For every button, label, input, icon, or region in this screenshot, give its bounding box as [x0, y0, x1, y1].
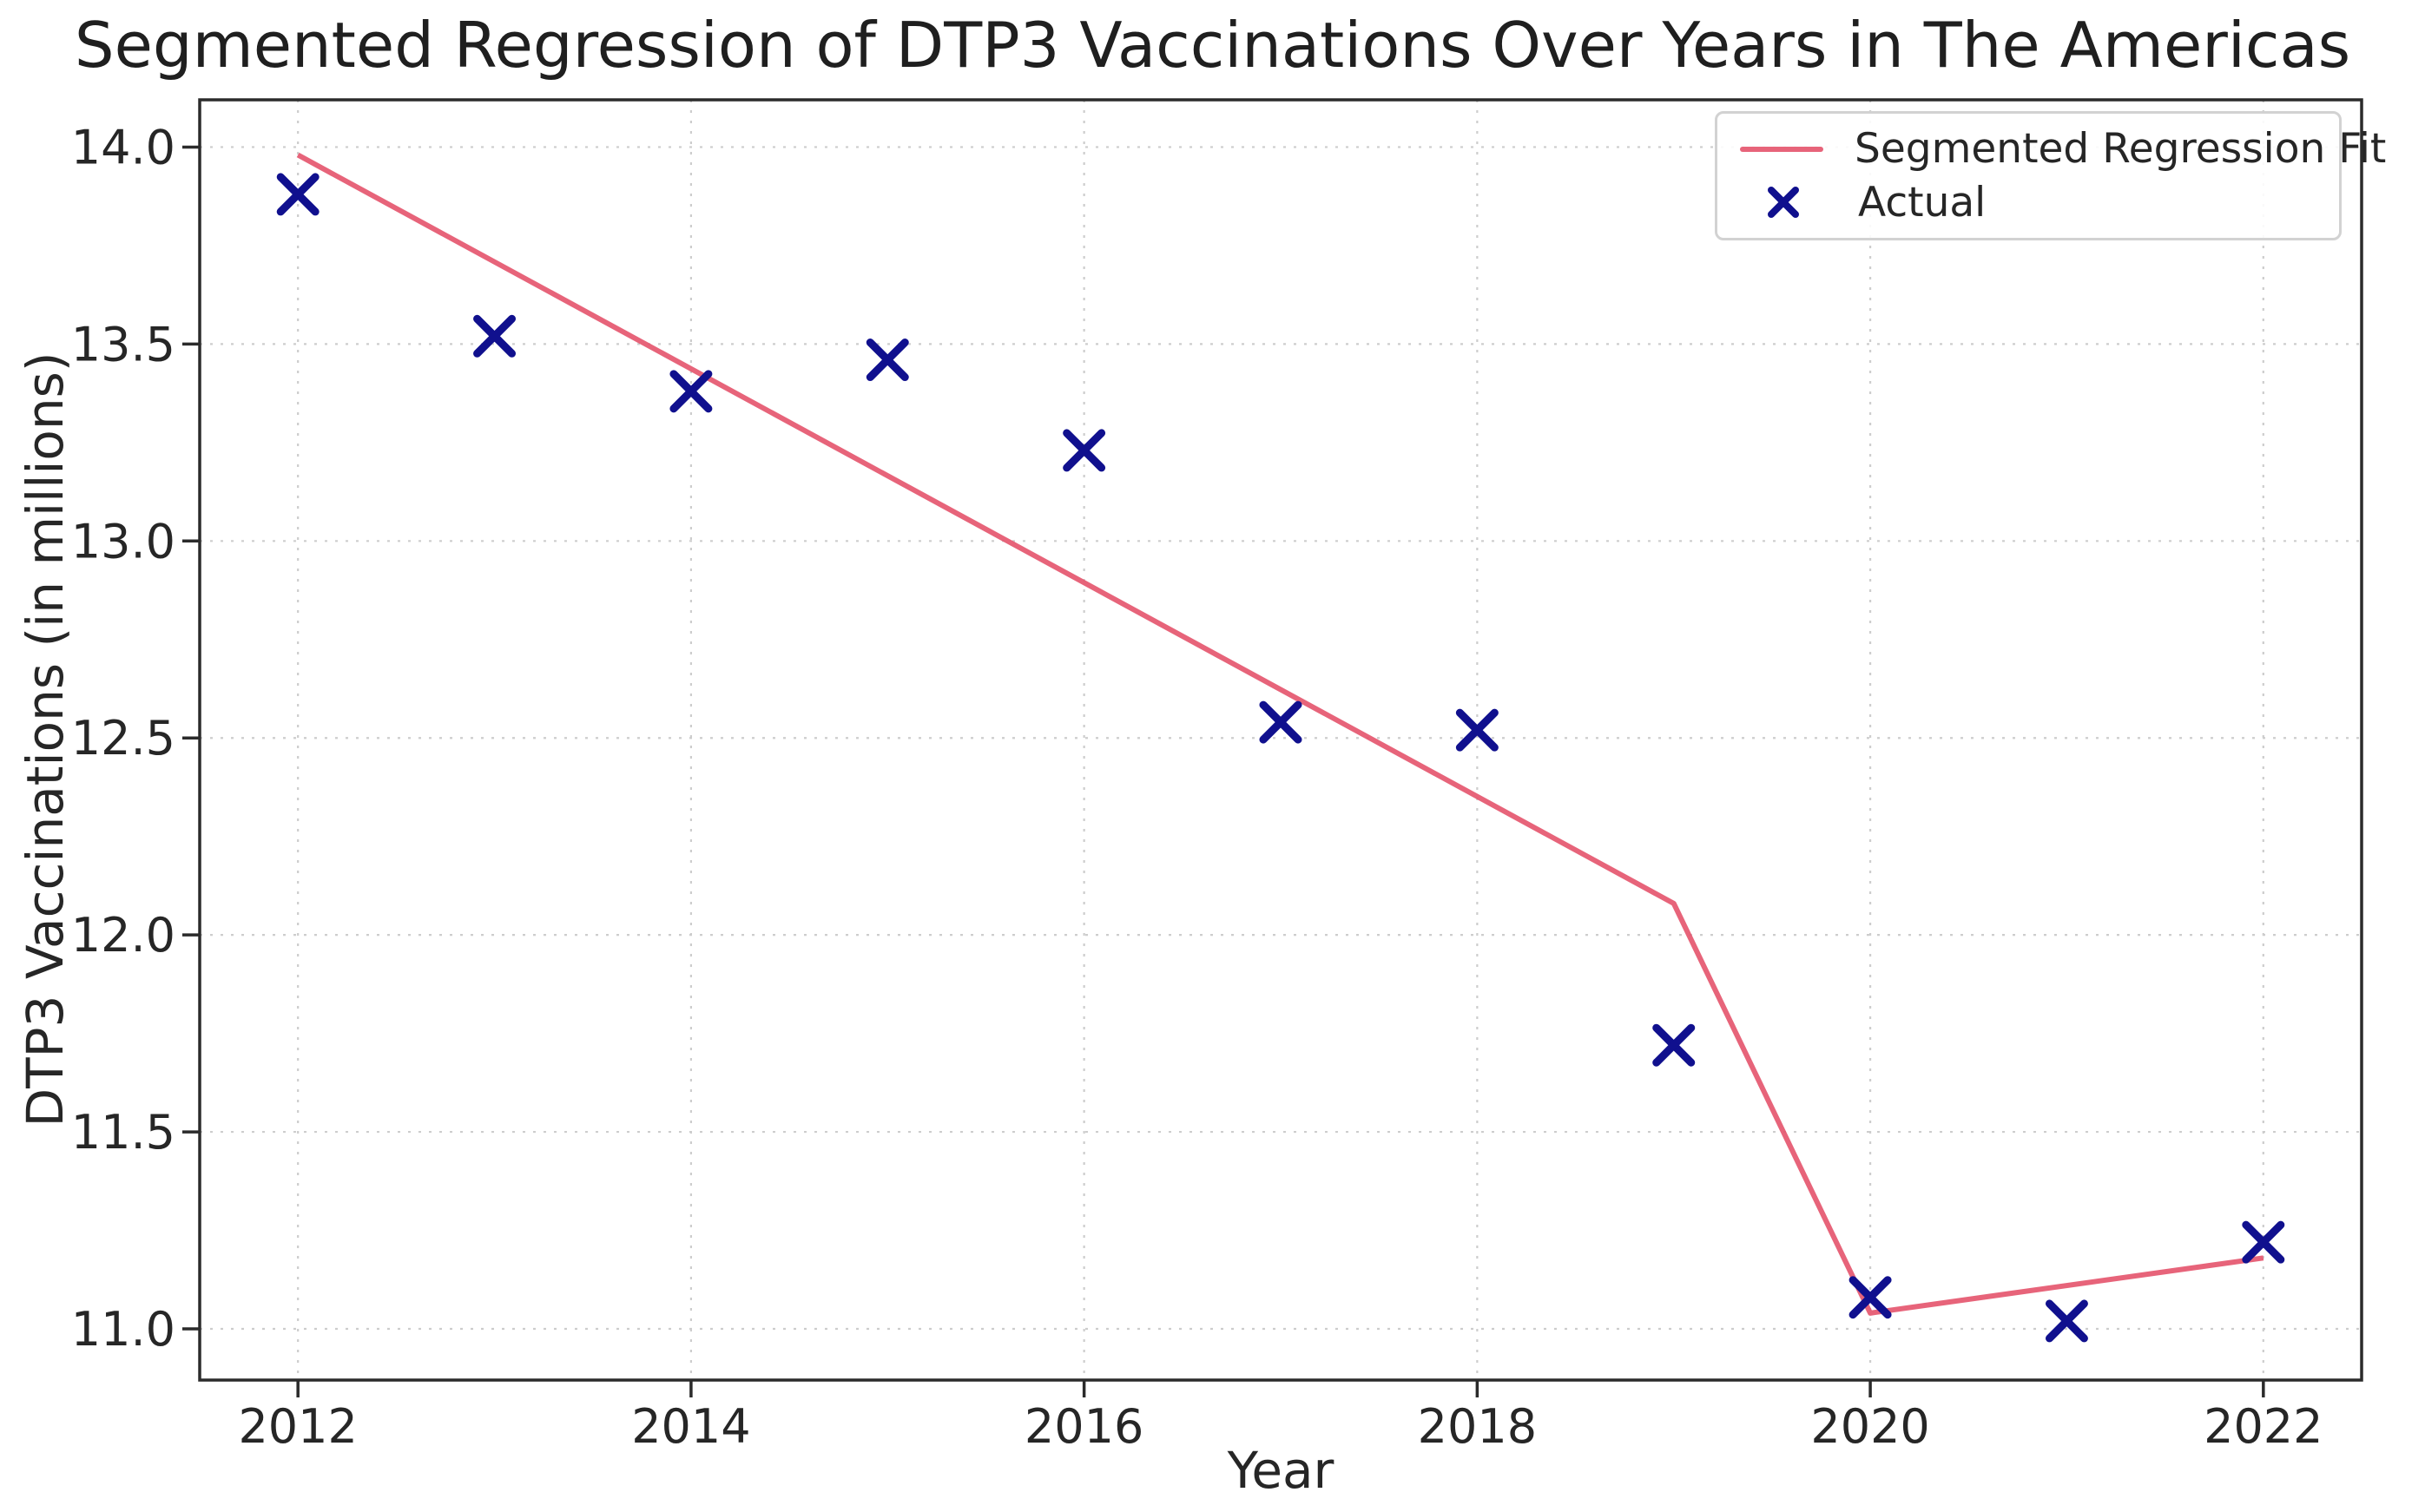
- x-axis-label: Year: [1227, 1441, 1334, 1500]
- x-tick-label: 2016: [1025, 1399, 1143, 1454]
- data-point-2018: [1455, 708, 1499, 752]
- data-point-2012: [276, 173, 320, 216]
- y-tick-label: 12.5: [71, 711, 175, 766]
- y-tick-label: 12.0: [71, 908, 175, 963]
- legend-item-actual: Actual: [1740, 179, 2316, 227]
- legend-label-actual: Actual: [1858, 178, 1987, 227]
- x-tick-label: 2020: [1810, 1399, 1929, 1454]
- data-point-2020: [1848, 1276, 1892, 1319]
- x-marker-icon: [1768, 187, 1799, 219]
- y-tick-label: 13.0: [71, 514, 175, 569]
- data-point-2015: [866, 339, 909, 382]
- axes-frame: [198, 98, 2363, 1382]
- legend: Segmented Regression Fit Actual: [1715, 111, 2386, 240]
- regression-fit-line: [296, 152, 2264, 1316]
- data-point-2021: [2045, 1299, 2088, 1343]
- chart-title: Segmented Regression of DTP3 Vaccination…: [74, 9, 2351, 82]
- data-point-2017: [1259, 700, 1302, 744]
- y-tick-label: 14.0: [71, 120, 175, 174]
- x-tick-label: 2012: [238, 1399, 357, 1454]
- y-tick-label: 13.5: [71, 317, 175, 371]
- line-sample-icon: [1740, 146, 1823, 152]
- regression-line-swatch: [1740, 146, 1823, 152]
- y-tick-label: 11.5: [71, 1105, 175, 1160]
- y-tick-label: 11.0: [71, 1302, 175, 1357]
- legend-item-fit: Segmented Regression Fit: [1740, 125, 2386, 173]
- data-point-2019: [1652, 1023, 1696, 1067]
- x-marker-swatch: [1740, 183, 1827, 221]
- data-point-2014: [669, 370, 713, 413]
- data-point-2013: [473, 314, 517, 358]
- data-point-2022: [2242, 1220, 2285, 1264]
- legend-label-fit: Segmented Regression Fit: [1855, 125, 2387, 174]
- x-tick-label: 2014: [631, 1399, 750, 1454]
- data-point-2016: [1063, 429, 1106, 472]
- x-tick-label: 2022: [2204, 1399, 2323, 1454]
- x-tick-label: 2018: [1418, 1399, 1537, 1454]
